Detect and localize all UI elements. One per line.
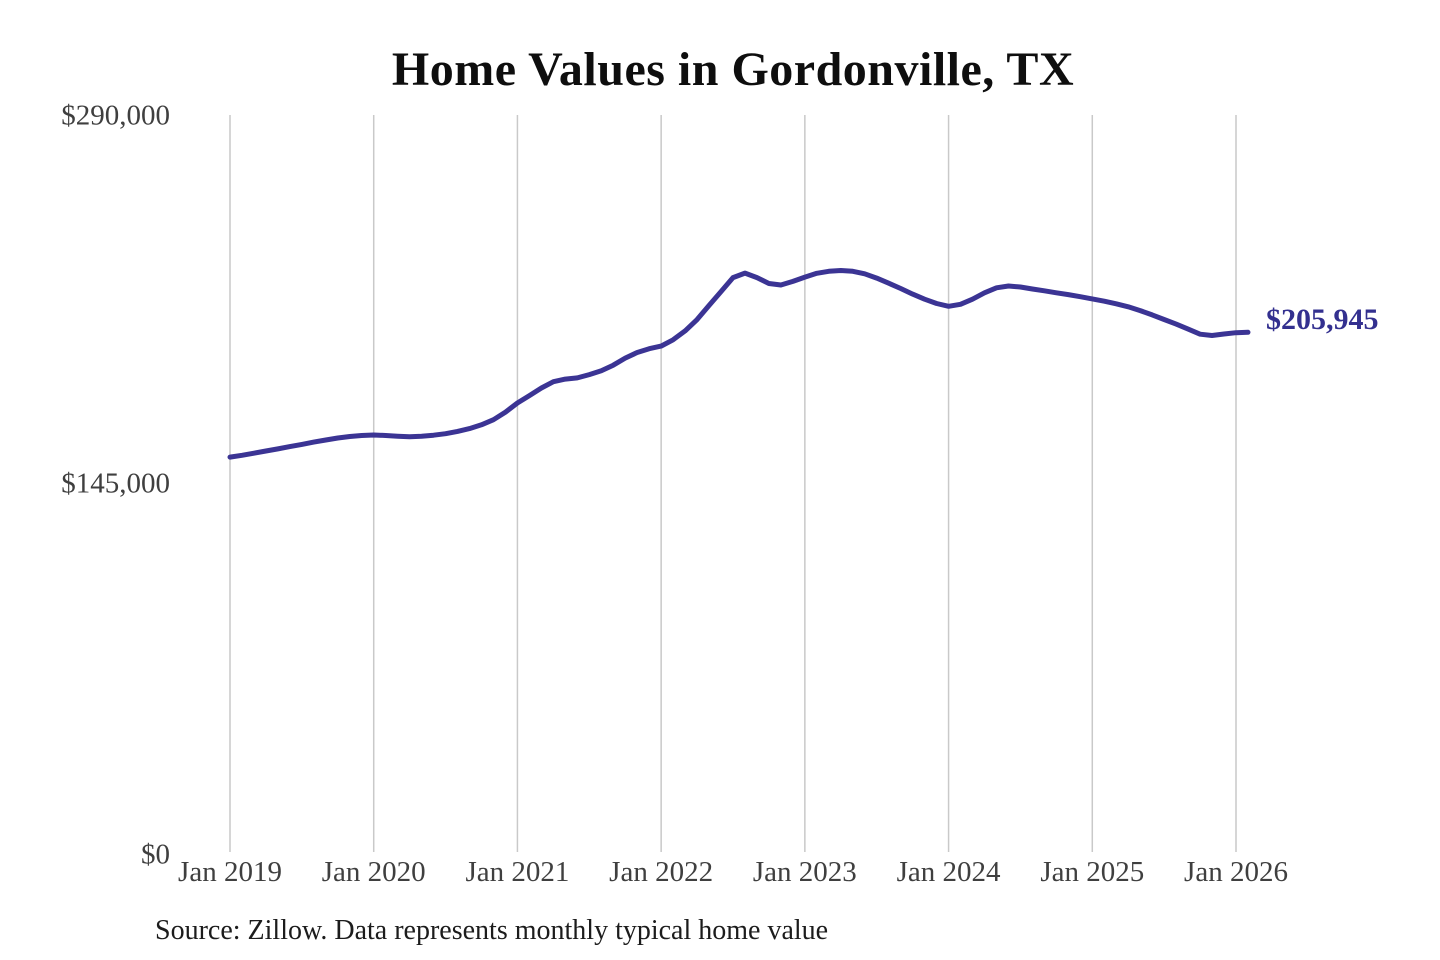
x-axis-label-jan-2019: Jan 2019 — [178, 856, 282, 888]
y-axis-label-0: $0 — [141, 838, 170, 871]
x-axis-label-jan-2025: Jan 2025 — [1040, 856, 1145, 888]
home-value-line — [227, 268, 1251, 460]
x-axis-label-jan-2021: Jan 2021 — [465, 856, 570, 888]
latest-value-label: $205,945 — [1266, 303, 1379, 336]
vertical-gridlines — [229, 115, 1237, 852]
source-note: Source: Zillow. Data represents monthly … — [155, 915, 829, 946]
y-axis-label-290000: $290,000 — [61, 99, 170, 132]
x-axis-label-jan-2023: Jan 2023 — [752, 856, 857, 888]
x-axis-label-jan-2026: Jan 2026 — [1184, 856, 1288, 888]
x-axis-label-jan-2020: Jan 2020 — [321, 856, 426, 888]
chart-title: Home Values in Gordonville, TX — [391, 43, 1075, 96]
x-axis-label-jan-2022: Jan 2022 — [609, 856, 714, 888]
x-axis-label-jan-2024: Jan 2024 — [896, 856, 1001, 888]
y-axis-label-145000: $145,000 — [61, 467, 170, 500]
